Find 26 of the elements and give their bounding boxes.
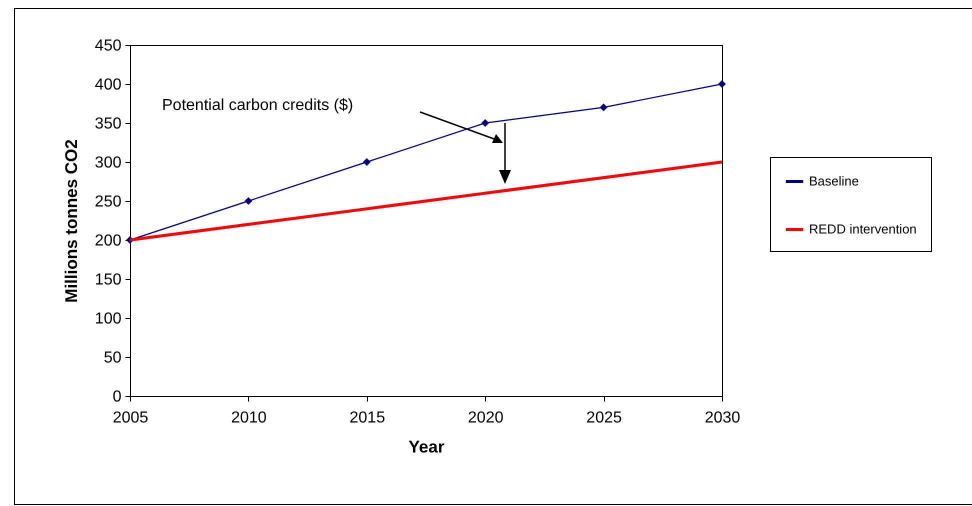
y-axis-title: Millions tonnes CO2 bbox=[62, 139, 81, 303]
y-tick-label: 0 bbox=[112, 388, 122, 406]
point bbox=[718, 80, 726, 88]
y-tick-label: 250 bbox=[94, 194, 122, 210]
point bbox=[481, 119, 490, 127]
x-tick-label: 2020 bbox=[468, 410, 504, 426]
legend-label: REDD intervention bbox=[809, 222, 917, 236]
y-tick-label: 50 bbox=[104, 350, 122, 366]
legend-label: Baseline bbox=[809, 174, 859, 188]
point bbox=[600, 104, 608, 112]
x-axis-title: Year bbox=[408, 438, 445, 456]
annotation: Potential carbon credits ($) bbox=[162, 97, 354, 114]
x-tick-label: 2025 bbox=[586, 410, 622, 426]
y-tick-label: 350 bbox=[94, 116, 122, 132]
x-tick-label: 2030 bbox=[704, 410, 740, 426]
y-tick-label: 200 bbox=[94, 232, 122, 250]
y-tick-label: 150 bbox=[94, 272, 122, 288]
y-tick-label: 400 bbox=[94, 76, 122, 94]
point bbox=[362, 158, 371, 166]
y-tick-label: 300 bbox=[94, 154, 122, 172]
point bbox=[244, 197, 252, 205]
x-tick-label: 2015 bbox=[350, 410, 386, 426]
y-tick-label: 100 bbox=[94, 310, 122, 328]
x-tick-label: 2010 bbox=[231, 410, 267, 426]
y-tick-label: 450 bbox=[94, 38, 122, 54]
x-tick-label: 2005 bbox=[112, 410, 148, 426]
